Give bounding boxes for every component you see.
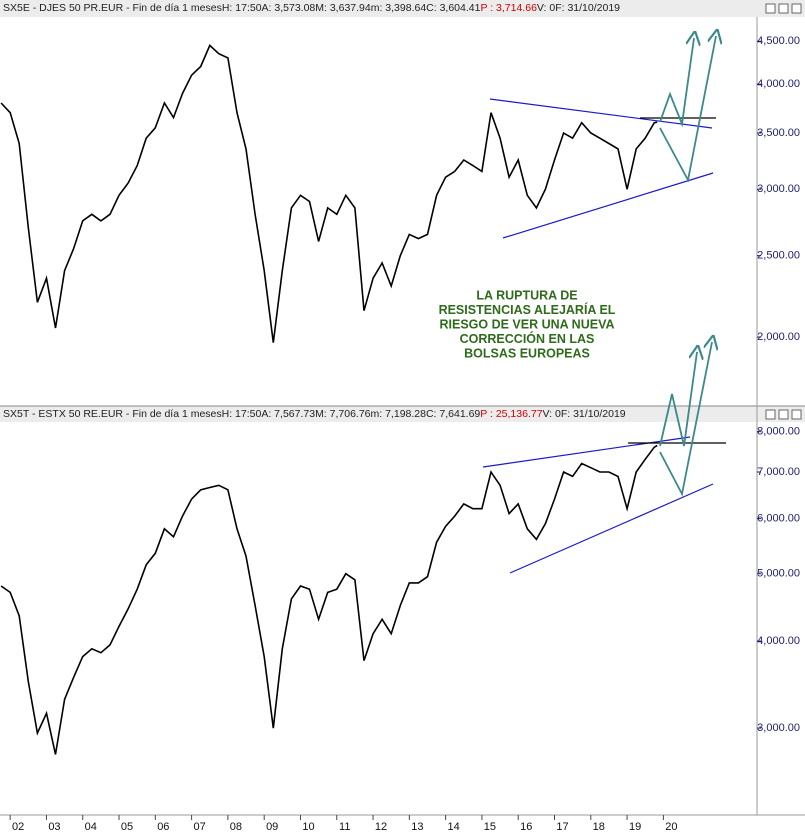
header-field: A: 3,573.08 [262,2,316,14]
y-tick-label: 3,500.00 [757,127,800,139]
trend-lines [482,98,726,574]
x-tick-label: 04 [85,821,97,833]
y-tick-label: 3,000.00 [757,722,800,734]
price-line [0,444,658,755]
y-tick-label: 5,000.00 [757,568,800,580]
annotation-text: RIESGO DE VER UNA NUEVA [439,317,614,331]
header-field: M: 7,706.76 [315,408,371,420]
header-field: H: 17:50 [222,408,262,420]
x-tick-label: 05 [121,821,133,833]
y-tick-label: 6,000.00 [757,513,800,525]
x-tick-label: 02 [12,821,24,833]
y-tick-label: 2,000.00 [757,331,800,343]
close-button[interactable] [791,409,802,420]
minimize-button[interactable] [765,409,776,420]
price-line [0,44,658,343]
header-field: F: 31/10/2019 [561,408,626,420]
y-tick-label: 3,000.00 [757,183,800,195]
header-text: SX5T - ESTX 50 RE.EUR - Fin de día 1 mes… [3,408,626,420]
header-field: SX5E - DJES 50 PR.EUR - Fin de día 1 mes… [3,2,222,14]
header-field: m: 7,198.28 [371,408,427,420]
header-field: C: 7,641.69 [426,408,480,420]
minimize-button[interactable] [765,3,776,14]
header-field: V: 0 [537,2,555,14]
y-tick-label: 4,500.00 [757,35,800,47]
annotation-text: LA RUPTURA DE [476,288,577,302]
maximize-button[interactable] [778,409,789,420]
x-tick-label: 06 [157,821,169,833]
window-buttons[interactable] [765,3,802,420]
header-field: C: 3,604.41 [426,2,480,14]
x-tick-label: 15 [484,821,496,833]
scenario-arrows [659,36,716,497]
x-tick-label: 12 [375,821,387,833]
x-tick-label: 18 [593,821,605,833]
y-tick-label: 2,500.00 [757,250,800,262]
y-tick-label: 4,000.00 [757,635,800,647]
x-tick-label: 09 [266,821,278,833]
close-button[interactable] [791,3,802,14]
x-tick-label: 11 [339,821,350,833]
header-text: SX5E - DJES 50 PR.EUR - Fin de día 1 mes… [3,2,620,14]
maximize-button[interactable] [778,3,789,14]
y-tick-label: 4,000.00 [757,78,800,90]
x-tick-label: 17 [556,821,568,833]
header-field: H: 17:50 [222,2,262,14]
x-tick-label: 19 [629,821,641,833]
x-tick-label: 16 [520,821,532,833]
annotation-text: RESISTENCIAS ALEJARÍA EL [439,302,616,317]
header-field: P : 25,136.77 [480,408,542,420]
x-tick-label: 20 [665,821,677,833]
header-bar [0,0,805,17]
annotation-text: BOLSAS EUROPEAS [464,346,590,360]
header-field: SX5T - ESTX 50 RE.EUR - Fin de día 1 mes… [3,408,222,420]
y-tick-label: 7,000.00 [757,466,800,478]
header-field: P : 3,714.66 [480,2,537,14]
header-bar [0,406,805,422]
header-field: F: 31/10/2019 [555,2,620,14]
x-tick-label: 10 [302,821,314,833]
header-field: m: 3,398.64 [371,2,427,14]
annotation-text: CORRECCIÓN EN LAS [460,331,595,346]
x-tick-label: 08 [230,821,242,833]
x-tick-label: 07 [193,821,205,833]
header-field: V: 0 [543,408,561,420]
x-tick-label: 14 [448,821,460,833]
x-tick-label: 03 [48,821,60,833]
y-tick-label: 8,000.00 [757,426,800,438]
x-tick-label: 13 [411,821,423,833]
header-field: A: 7,567.73 [261,408,315,420]
header-field: M: 3,637.94 [315,2,371,14]
